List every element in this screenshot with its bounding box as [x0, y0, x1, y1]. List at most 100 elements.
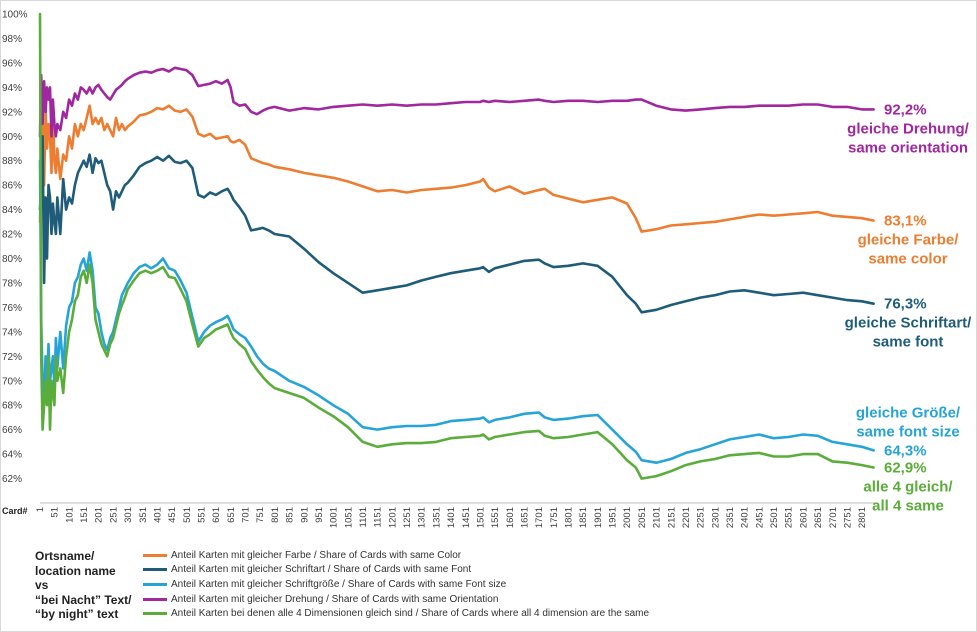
x-tick-label: 2151: [666, 507, 677, 528]
x-tick-label: 101: [64, 507, 75, 523]
series-end-text-5: all 4 same: [872, 498, 944, 515]
legend-label: Anteil Karten bei denen alle 4 Dimension…: [171, 608, 650, 620]
series-end-value-2: 76,3%: [884, 296, 927, 313]
x-tick-label: 2601: [798, 507, 809, 528]
x-tick-label: 1751: [549, 507, 560, 528]
x-tick-label: 1601: [505, 507, 516, 528]
series-end-text-4: same orientation: [848, 139, 968, 156]
legend-label: Anteil Karten mit gleicher Farbe / Share…: [171, 549, 462, 561]
y-tick-label: 88%: [2, 156, 22, 167]
legend: Anteil Karten mit gleicher Farbe / Share…: [143, 548, 649, 621]
x-tick-label: 551: [196, 507, 207, 523]
y-tick-label: 82%: [2, 230, 22, 241]
x-tick-label: 1951: [608, 507, 619, 528]
x-tick-label: 1251: [402, 507, 413, 528]
legend-label: Anteil Karten mit gleicher Schriftart / …: [171, 564, 472, 576]
x-tick-label: 2551: [784, 507, 795, 528]
legend-item: Anteil Karten bei denen alle 4 Dimension…: [143, 606, 649, 621]
y-tick-label: 84%: [2, 205, 22, 216]
x-tick-label: 2301: [710, 507, 721, 528]
x-tick-label: 951: [314, 507, 325, 523]
x-tick-label: 2351: [725, 507, 736, 528]
series-end-text-1: same color: [868, 251, 947, 268]
x-tick-label: 2201: [681, 507, 692, 528]
x-tick-label: 851: [285, 507, 296, 523]
series-lines: [38, 12, 875, 480]
x-tick-label: 1351: [431, 507, 442, 528]
x-tick-label: 1151: [373, 507, 384, 527]
y-tick-label: 76%: [2, 303, 22, 314]
x-tick-label: 1401: [446, 507, 457, 528]
x-tick-label: 401: [152, 507, 163, 523]
series-line-4: [38, 66, 875, 138]
series-end-text-5: alle 4 gleich/: [863, 479, 953, 496]
y-tick-label: 86%: [2, 181, 22, 192]
series-end-text-4: gleiche Drehung/: [847, 120, 970, 137]
x-tick-label: 1101: [358, 507, 369, 527]
series-line-2: [38, 135, 875, 314]
legend-title: Ortsname/location name vs “bei Nacht” Text…: [35, 549, 145, 622]
series-line-5: [38, 12, 875, 480]
x-tick-label: 2651: [813, 507, 824, 528]
legend-swatch: [143, 568, 167, 572]
x-tick-label: 2251: [696, 507, 707, 528]
x-tick-label: 451: [167, 507, 178, 523]
legend-item: Anteil Karten mit gleicher Drehung / Sha…: [143, 592, 649, 607]
x-tick-label: 1001: [329, 507, 340, 528]
x-tick-label: 1701: [534, 507, 545, 528]
x-tick-label: 1501: [475, 507, 486, 528]
series-end-value-4: 92,2%: [884, 101, 927, 118]
legend-item: Anteil Karten mit gleicher Schriftgröße …: [143, 577, 649, 592]
series-end-text-2: gleiche Schriftart/: [845, 315, 973, 332]
y-tick-label: 96%: [2, 58, 22, 69]
series-end-text-3: gleiche Größe/: [856, 404, 961, 421]
y-tick-label: 66%: [2, 425, 22, 436]
x-axis-ticks: 1 51 101 151 201 251 301 351 401 451 501 551 601 651 7…: [35, 507, 868, 528]
series-end-text-3: same font size: [856, 423, 959, 440]
x-tick-label: 1: [35, 507, 46, 512]
legend-label: Anteil Karten mit gleicher Schriftgröße …: [171, 578, 507, 590]
y-tick-label: 62%: [2, 474, 22, 485]
legend-swatch: [143, 597, 167, 601]
x-tick-label: 2751: [842, 507, 853, 528]
y-tick-label: 64%: [2, 450, 22, 461]
x-tick-label: 1901: [593, 507, 604, 528]
x-tick-label: 901: [299, 507, 310, 523]
x-tick-label: 601: [211, 507, 222, 523]
legend-swatch: [143, 612, 167, 616]
y-tick-label: 72%: [2, 352, 22, 363]
series-line-1: [38, 104, 875, 233]
legend-title-line: Ortsname/: [35, 549, 95, 563]
y-tick-label: 94%: [2, 83, 22, 94]
legend-swatch: [143, 553, 167, 557]
x-tick-label: 2401: [740, 507, 751, 528]
x-tick-label: 751: [255, 507, 266, 523]
x-tick-label: 2051: [637, 507, 648, 528]
x-tick-label: 1551: [490, 507, 501, 528]
series-end-value-5: 62,9%: [884, 460, 927, 477]
x-tick-label: 151: [79, 507, 90, 523]
legend-title-line: “bei Nacht” Text/: [35, 592, 132, 607]
x-tick-label: 201: [94, 507, 105, 523]
x-tick-label: 701: [241, 507, 252, 523]
x-tick-label: 2701: [828, 507, 839, 528]
x-tick-label: 351: [138, 507, 149, 523]
series-end-value-3: 64,3%: [884, 442, 927, 459]
x-tick-label: 1451: [461, 507, 472, 528]
x-tick-label: 2451: [754, 507, 765, 528]
legend-label: Anteil Karten mit gleicher Drehung / Sha…: [171, 593, 499, 605]
y-tick-label: 68%: [2, 401, 22, 412]
legend-title-line: vs: [35, 578, 49, 593]
legend-title-line: location name: [35, 563, 116, 578]
y-tick-label: 98%: [2, 34, 22, 45]
y-tick-label: 90%: [2, 132, 22, 143]
x-tick-label: 1301: [417, 507, 428, 528]
legend-item: Anteil Karten mit gleicher Farbe / Share…: [143, 548, 649, 563]
x-tick-label: 1851: [578, 507, 589, 528]
x-tick-label: 301: [123, 507, 134, 523]
series-end-text-2: same font: [873, 334, 944, 351]
legend-item: Anteil Karten mit gleicher Schriftart / …: [143, 563, 649, 578]
x-tick-label: 651: [226, 507, 237, 523]
x-tick-label: 501: [182, 507, 193, 523]
